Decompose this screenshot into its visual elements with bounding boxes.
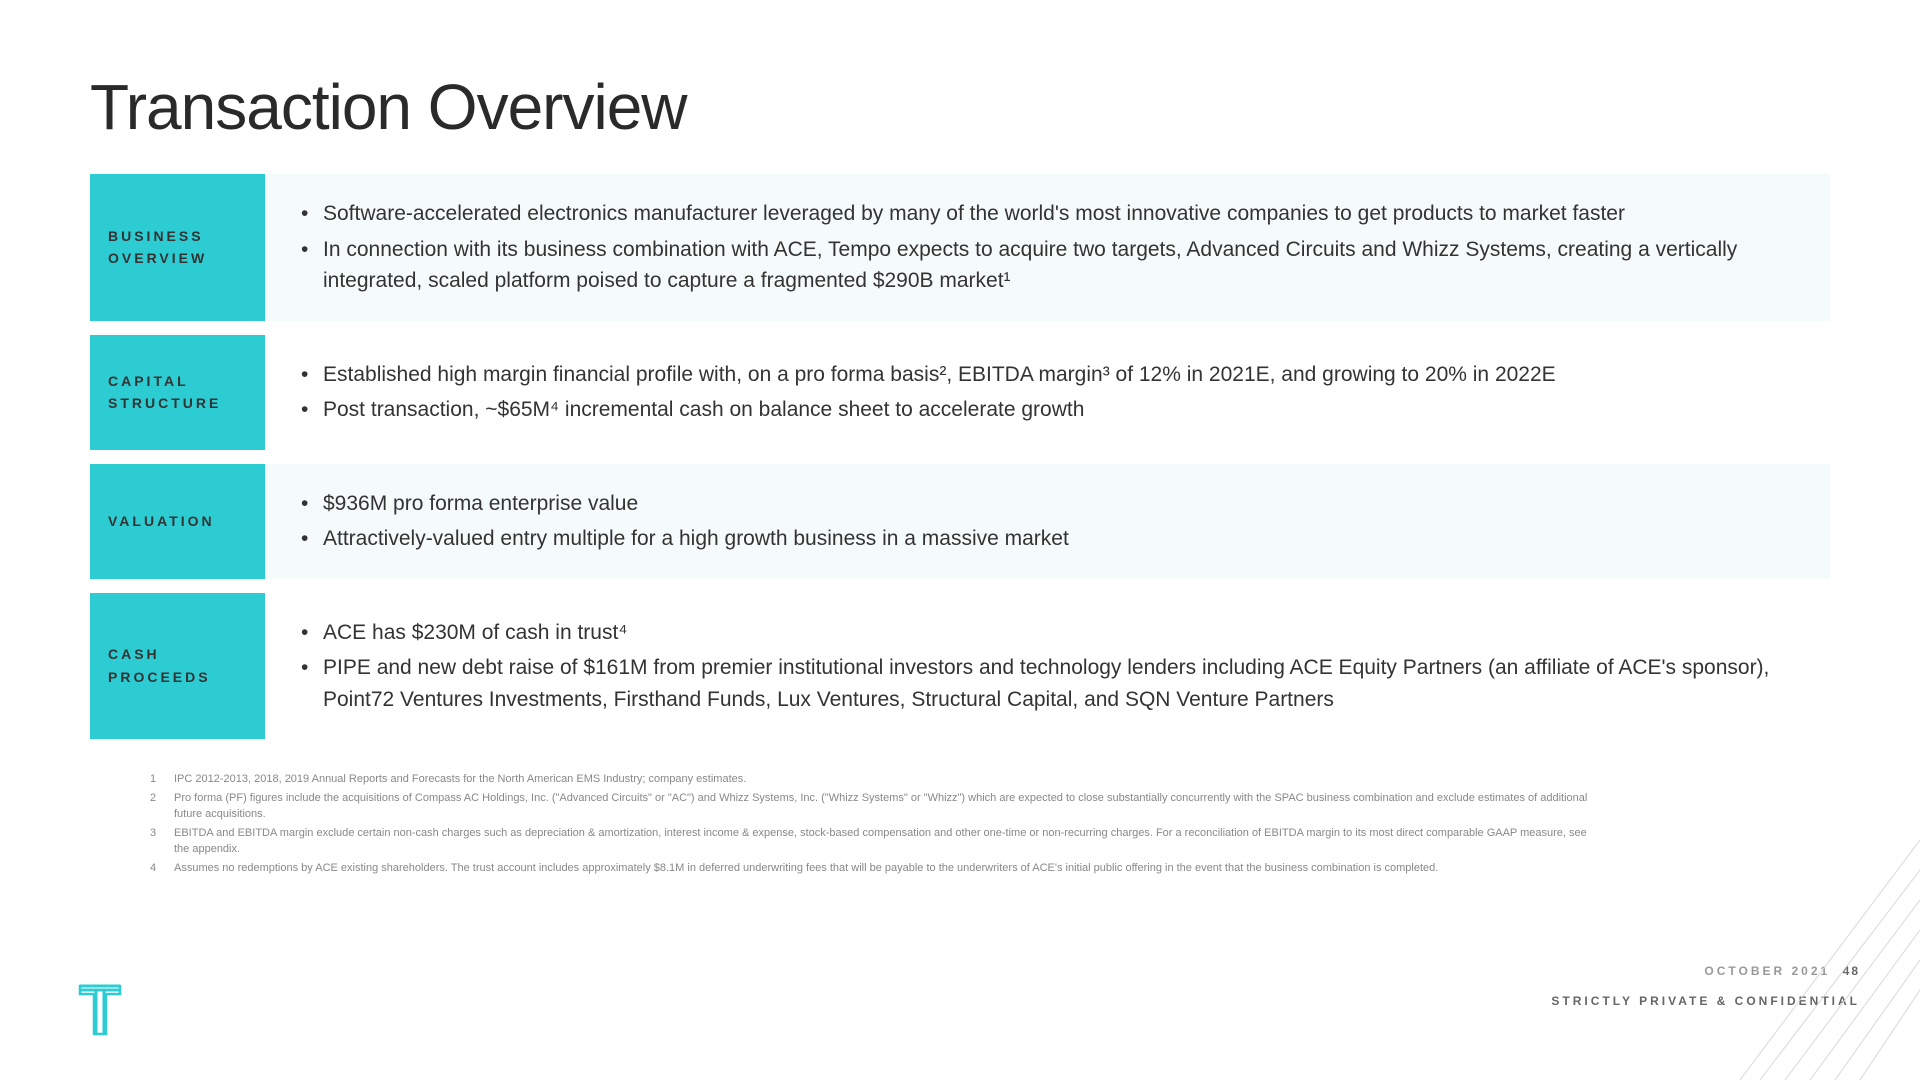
footnote-text: IPC 2012-2013, 2018, 2019 Annual Reports…: [174, 771, 746, 788]
footnotes: 1 IPC 2012-2013, 2018, 2019 Annual Repor…: [0, 753, 1920, 876]
section-content: Established high margin financial profil…: [265, 335, 1830, 450]
footnote-num: 2: [150, 790, 174, 823]
section-label: BUSINESS OVERVIEW: [90, 174, 265, 321]
section-business-overview: BUSINESS OVERVIEW Software-accelerated e…: [90, 174, 1830, 321]
sections-container: BUSINESS OVERVIEW Software-accelerated e…: [0, 174, 1920, 739]
section-content: Software-accelerated electronics manufac…: [265, 174, 1830, 321]
footnote-num: 3: [150, 825, 174, 858]
footnote: 4 Assumes no redemptions by ACE existing…: [150, 860, 1600, 877]
footer-page: 48: [1843, 964, 1860, 978]
bullet: Attractively-valued entry multiple for a…: [301, 523, 1069, 555]
bullet: Software-accelerated electronics manufac…: [301, 198, 1800, 230]
section-content: $936M pro forma enterprise value Attract…: [265, 464, 1830, 579]
footnote-text: Pro forma (PF) figures include the acqui…: [174, 790, 1600, 823]
section-label-text: CAPITAL STRUCTURE: [108, 370, 247, 415]
section-label-text: CASH PROCEEDS: [108, 643, 247, 688]
bullet: Post transaction, ~$65M⁴ incremental cas…: [301, 394, 1556, 426]
section-content: ACE has $230M of cash in trust⁴ PIPE and…: [265, 593, 1830, 740]
section-label: CAPITAL STRUCTURE: [90, 335, 265, 450]
bullet: Established high margin financial profil…: [301, 359, 1556, 391]
bullet: $936M pro forma enterprise value: [301, 488, 1069, 520]
footer-date: OCTOBER 2021: [1704, 964, 1830, 978]
section-capital-structure: CAPITAL STRUCTURE Established high margi…: [90, 335, 1830, 450]
bullet: PIPE and new debt raise of $161M from pr…: [301, 652, 1800, 715]
footnote: 2 Pro forma (PF) figures include the acq…: [150, 790, 1600, 823]
section-label-text: BUSINESS OVERVIEW: [108, 225, 247, 270]
footnote-text: EBITDA and EBITDA margin exclude certain…: [174, 825, 1600, 858]
footnote-num: 4: [150, 860, 174, 877]
footnote: 3 EBITDA and EBITDA margin exclude certa…: [150, 825, 1600, 858]
page-title: Transaction Overview: [0, 0, 1920, 174]
bullet: ACE has $230M of cash in trust⁴: [301, 617, 1800, 649]
footer-confidential: STRICTLY PRIVATE & CONFIDENTIAL: [1551, 992, 1860, 1010]
footnote-num: 1: [150, 771, 174, 788]
section-label: VALUATION: [90, 464, 265, 579]
section-cash-proceeds: CASH PROCEEDS ACE has $230M of cash in t…: [90, 593, 1830, 740]
bullet: In connection with its business combinat…: [301, 234, 1800, 297]
footnote: 1 IPC 2012-2013, 2018, 2019 Annual Repor…: [150, 771, 1600, 788]
section-label-text: VALUATION: [108, 510, 215, 532]
tempo-logo-icon: [78, 984, 122, 1036]
section-valuation: VALUATION $936M pro forma enterprise val…: [90, 464, 1830, 579]
footnote-text: Assumes no redemptions by ACE existing s…: [174, 860, 1438, 877]
section-label: CASH PROCEEDS: [90, 593, 265, 740]
footer-right: OCTOBER 2021 48 STRICTLY PRIVATE & CONFI…: [1551, 962, 1860, 1010]
